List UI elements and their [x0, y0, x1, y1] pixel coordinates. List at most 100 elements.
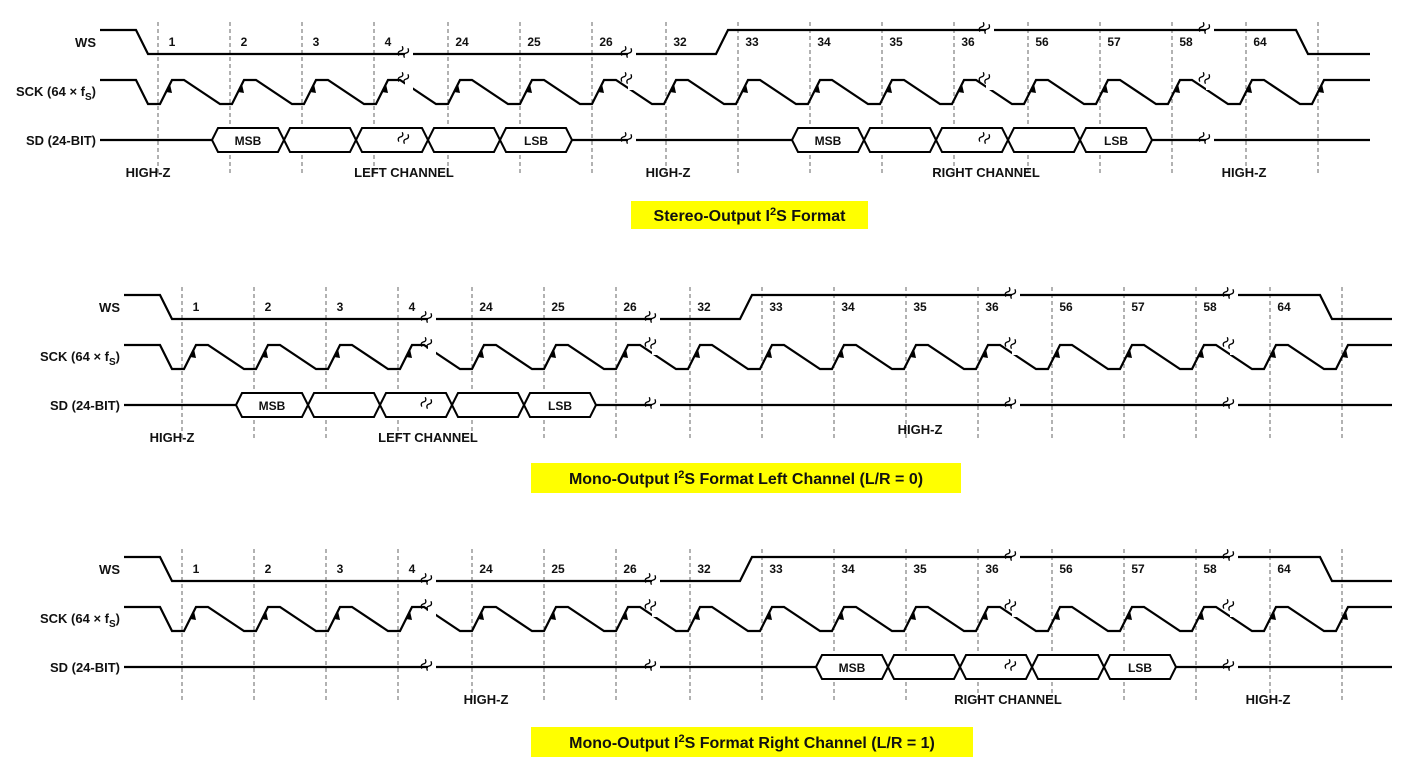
bit-number: 64 [1277, 562, 1291, 576]
rising-edge-arrow [550, 611, 556, 620]
data-bit-box [354, 127, 430, 153]
ws-label: WS [75, 35, 96, 50]
rising-edge-arrow [622, 349, 628, 358]
rising-edge-arrow [1342, 349, 1348, 358]
bit-number: 26 [599, 35, 613, 49]
caption-highlight [631, 201, 868, 229]
sd-label: SD (24-BIT) [50, 660, 120, 675]
bit-number: 24 [455, 35, 469, 49]
region-label: HIGH-Z [898, 422, 943, 437]
rising-edge-arrow [1102, 84, 1108, 93]
rising-edge-arrow [598, 84, 604, 93]
bit-number: 25 [551, 562, 565, 576]
rising-edge-arrow [838, 349, 844, 358]
bit-number: 4 [385, 35, 392, 49]
data-bit-box [282, 127, 358, 153]
region-label: HIGH-Z [150, 430, 195, 445]
bit-number: 58 [1203, 300, 1217, 314]
bit-number: 2 [241, 35, 248, 49]
rising-edge-arrow [814, 84, 820, 93]
rising-edge-arrow [478, 611, 484, 620]
sd-label: SD (24-BIT) [26, 133, 96, 148]
lsb-label: LSB [1128, 661, 1152, 675]
rising-edge-arrow [1126, 349, 1132, 358]
bit-number: 57 [1131, 562, 1145, 576]
bit-number: 34 [841, 562, 855, 576]
rising-edge-arrow [262, 349, 268, 358]
sck-label: SCK (64 × fS) [40, 349, 120, 368]
rising-edge-arrow [982, 349, 988, 358]
bit-number: 33 [769, 562, 783, 576]
rising-edge-arrow [1198, 611, 1204, 620]
region-label: HIGH-Z [1246, 692, 1291, 707]
rising-edge-arrow [694, 611, 700, 620]
rising-edge-arrow [694, 349, 700, 358]
rising-edge-arrow [190, 611, 196, 620]
rising-edge-arrow [742, 84, 748, 93]
bit-number: 26 [623, 562, 637, 576]
rising-edge-arrow [1030, 84, 1036, 93]
ws-waveform [100, 28, 1370, 56]
region-label: HIGH-Z [464, 692, 509, 707]
data-bit-box [498, 127, 574, 153]
rising-edge-arrow [238, 84, 244, 93]
sd-label: SD (24-BIT) [50, 398, 120, 413]
rising-edge-arrow [766, 611, 772, 620]
bit-number: 35 [889, 35, 903, 49]
bit-number: 24 [479, 300, 493, 314]
rising-edge-arrow [1246, 84, 1252, 93]
rising-edge-arrow [550, 349, 556, 358]
region-label: RIGHT CHANNEL [954, 692, 1062, 707]
data-bit-box [862, 127, 938, 153]
bit-number: 64 [1277, 300, 1291, 314]
bit-number: 56 [1059, 300, 1073, 314]
data-bit-box [378, 392, 454, 418]
bit-number: 32 [697, 562, 711, 576]
bit-number: 36 [961, 35, 975, 49]
bit-number: 34 [841, 300, 855, 314]
data-bit-box [522, 392, 598, 418]
bit-number: 58 [1203, 562, 1217, 576]
bit-number: 1 [193, 300, 200, 314]
bit-number: 34 [817, 35, 831, 49]
rising-edge-arrow [838, 611, 844, 620]
bit-number: 64 [1253, 35, 1267, 49]
bit-number: 35 [913, 300, 927, 314]
bit-number: 36 [985, 300, 999, 314]
bit-number: 33 [769, 300, 783, 314]
bit-number: 57 [1131, 300, 1145, 314]
caption-highlight [531, 463, 961, 493]
data-bit-box [1078, 127, 1154, 153]
rising-edge-arrow [982, 611, 988, 620]
rising-edge-arrow [1054, 611, 1060, 620]
rising-edge-arrow [334, 611, 340, 620]
rising-edge-arrow [1054, 349, 1060, 358]
rising-edge-arrow [622, 611, 628, 620]
bit-number: 2 [265, 300, 272, 314]
sck-label: SCK (64 × fS) [16, 84, 96, 103]
msb-label: MSB [815, 134, 842, 148]
data-bit-box [306, 392, 382, 418]
ws-waveform [124, 555, 1392, 583]
bit-number: 25 [551, 300, 565, 314]
bit-number: 3 [337, 562, 344, 576]
bit-number: 4 [409, 562, 416, 576]
rising-edge-arrow [910, 611, 916, 620]
bit-number: 35 [913, 562, 927, 576]
rising-edge-arrow [1318, 84, 1324, 93]
region-label: HIGH-Z [646, 165, 691, 180]
lsb-label: LSB [1104, 134, 1128, 148]
bit-number: 4 [409, 300, 416, 314]
rising-edge-arrow [1270, 611, 1276, 620]
msb-label: MSB [839, 661, 866, 675]
format-caption: Mono-Output I2S Format Right Channel (L/… [569, 733, 935, 752]
rising-edge-arrow [1198, 349, 1204, 358]
rising-edge-arrow [334, 349, 340, 358]
data-bit-box [934, 127, 1010, 153]
bit-number: 2 [265, 562, 272, 576]
rising-edge-arrow [166, 84, 172, 93]
rising-edge-arrow [310, 84, 316, 93]
